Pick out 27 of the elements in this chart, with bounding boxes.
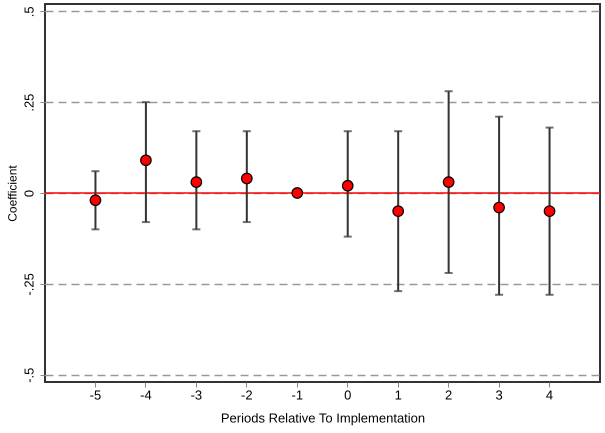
point: [544, 205, 556, 218]
point: [442, 176, 454, 188]
x-tick-label: 3: [495, 388, 503, 402]
x-tick-label: 0: [344, 388, 352, 402]
point: [392, 205, 404, 218]
x-tick-label: -2: [241, 388, 253, 402]
y-tick-label: -.25: [22, 273, 36, 296]
y-tick-label: .5: [22, 6, 36, 18]
y-axis-title: Coefficient: [6, 164, 20, 222]
point: [291, 187, 304, 199]
x-tick-label: 1: [394, 388, 402, 402]
point: [190, 176, 202, 188]
y-tick-label: 0: [22, 190, 36, 198]
x-axis-title: Periods Relative To Implementation: [220, 410, 426, 426]
x-tick-label: -1: [291, 388, 304, 402]
x-tick-label: -3: [190, 388, 202, 402]
point: [493, 202, 505, 214]
x-tick-label: -4: [140, 388, 152, 402]
x-tick-label: 2: [445, 388, 452, 402]
x-tick-label: 4: [546, 388, 554, 402]
y-tick-label: -.5: [22, 368, 36, 383]
point: [342, 180, 354, 192]
point: [90, 194, 102, 206]
point: [140, 154, 152, 166]
y-tick-label: .25: [22, 94, 36, 112]
x-tick-label: -5: [90, 388, 102, 402]
point: [240, 172, 253, 184]
